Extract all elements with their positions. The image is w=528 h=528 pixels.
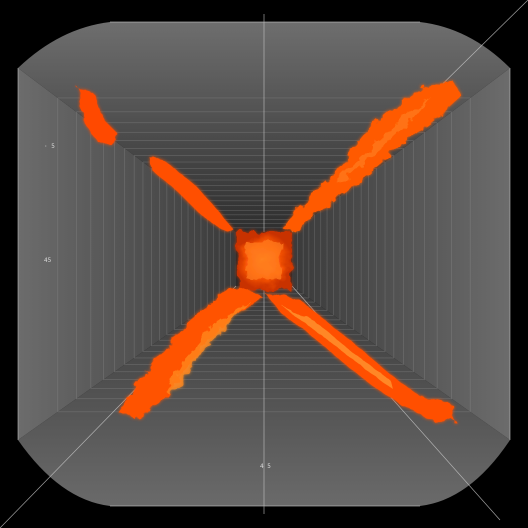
annotation-bottom: 4 5 (260, 463, 271, 470)
right-panel (292, 68, 510, 440)
lava-arm-upper-left (78, 88, 118, 146)
lava-cross (78, 80, 462, 422)
lava-arm-upper-left-trail (148, 156, 232, 230)
left-panel (18, 68, 236, 440)
annotation-left-mid: 45 (44, 257, 52, 264)
annotation-left-upper: · 5 (44, 143, 55, 150)
annotations: · 5 45 4 5 (44, 143, 271, 470)
lava-arm-upper-right (282, 80, 462, 232)
